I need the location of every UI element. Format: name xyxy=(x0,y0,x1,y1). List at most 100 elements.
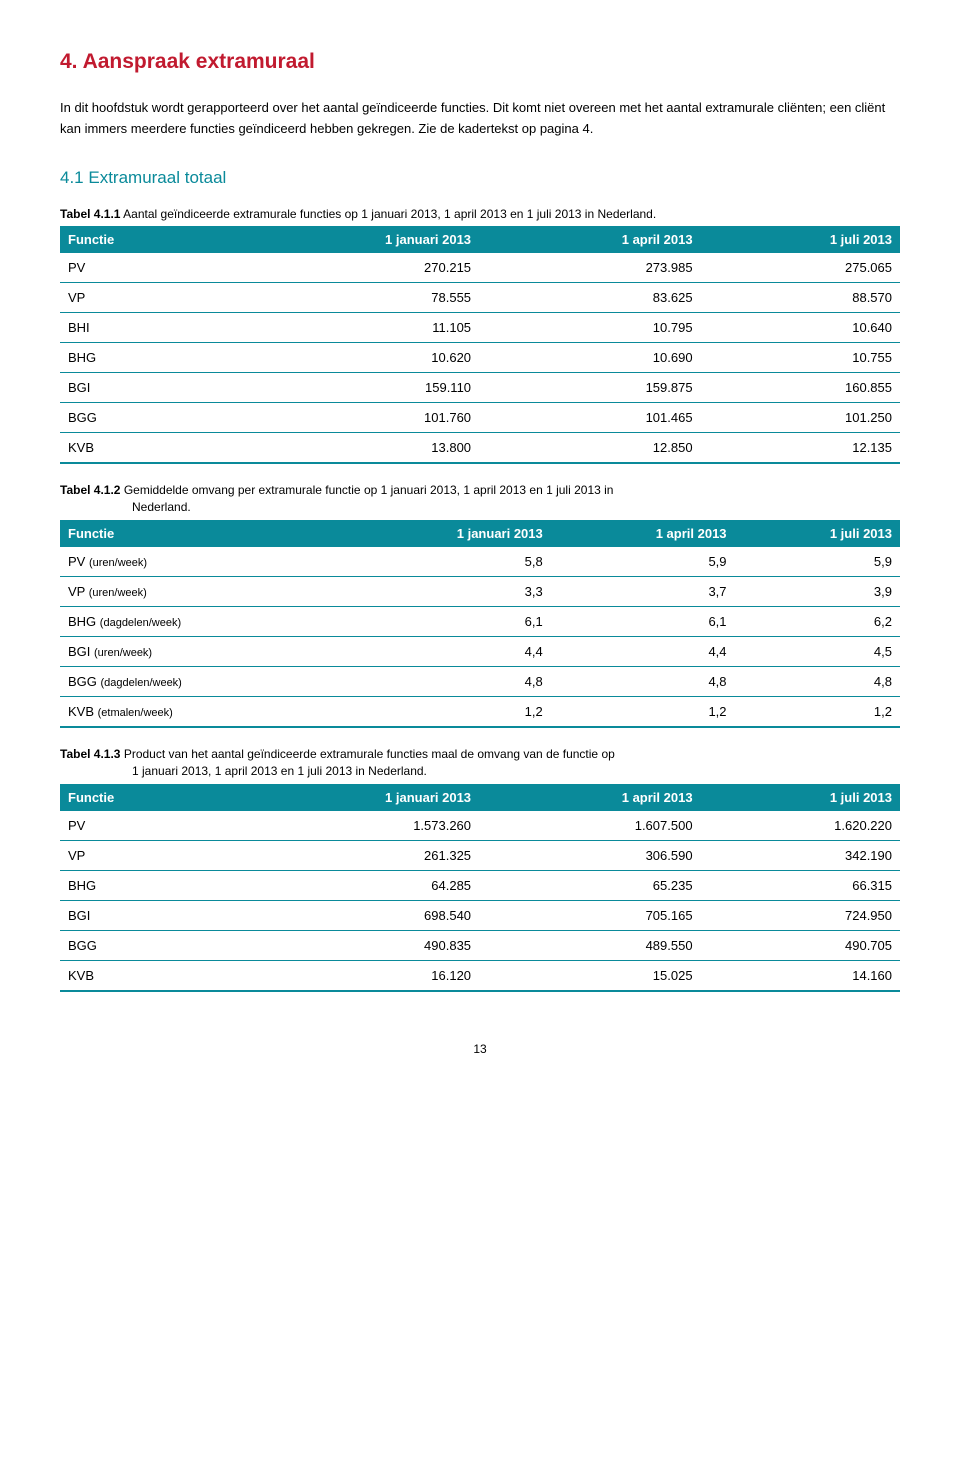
table-412: Functie 1 januari 2013 1 april 2013 1 ju… xyxy=(60,520,900,728)
caption-rest: Gemiddelde omvang per extramurale functi… xyxy=(120,483,613,497)
caption-rest: Aantal geïndiceerde extramurale functies… xyxy=(120,207,656,221)
table-cell: 14.160 xyxy=(701,960,900,991)
table-cell: 1.573.260 xyxy=(219,811,479,841)
table-row: BHI11.10510.79510.640 xyxy=(60,313,900,343)
table-cell: 88.570 xyxy=(701,283,900,313)
table-cell: BHG xyxy=(60,343,219,373)
table-cell: BHI xyxy=(60,313,219,343)
table-cell: 12.850 xyxy=(479,433,701,464)
table-cell: 4,4 xyxy=(335,636,551,666)
table-cell: 65.235 xyxy=(479,870,701,900)
table-cell: 159.110 xyxy=(219,373,479,403)
table-cell: 78.555 xyxy=(219,283,479,313)
table-cell: VP (uren/week) xyxy=(60,576,335,606)
col-header: 1 januari 2013 xyxy=(219,226,479,253)
table-cell: 160.855 xyxy=(701,373,900,403)
table-cell: 3,7 xyxy=(551,576,735,606)
table-cell: 12.135 xyxy=(701,433,900,464)
table-cell: 306.590 xyxy=(479,840,701,870)
table-cell: BGI xyxy=(60,373,219,403)
table-cell: 273.985 xyxy=(479,253,701,283)
table-cell: 490.835 xyxy=(219,930,479,960)
table-cell: 101.250 xyxy=(701,403,900,433)
table-header-row: Functie 1 januari 2013 1 april 2013 1 ju… xyxy=(60,226,900,253)
table-cell: 13.800 xyxy=(219,433,479,464)
page-title: 4. Aanspraak extramuraal xyxy=(60,50,900,74)
table-cell: 5,9 xyxy=(735,547,900,577)
table-cell: PV xyxy=(60,253,219,283)
table-cell: KVB xyxy=(60,960,219,991)
table-cell: 3,9 xyxy=(735,576,900,606)
table-cell: BGG (dagdelen/week) xyxy=(60,666,335,696)
col-header: 1 januari 2013 xyxy=(219,784,479,811)
table-cell: BGI (uren/week) xyxy=(60,636,335,666)
table-cell: 10.690 xyxy=(479,343,701,373)
col-header: Functie xyxy=(60,784,219,811)
table-cell: 490.705 xyxy=(701,930,900,960)
table-cell: 10.755 xyxy=(701,343,900,373)
table-cell: 10.795 xyxy=(479,313,701,343)
caption-lead: Tabel 4.1.1 xyxy=(60,207,120,221)
table-cell: KVB xyxy=(60,433,219,464)
page-number: 13 xyxy=(60,1042,900,1056)
table-header-row: Functie 1 januari 2013 1 april 2013 1 ju… xyxy=(60,784,900,811)
table-cell: 1,2 xyxy=(735,696,900,727)
table-cell: 1.620.220 xyxy=(701,811,900,841)
table-cell: 489.550 xyxy=(479,930,701,960)
col-header: Functie xyxy=(60,520,335,547)
table-cell: 5,8 xyxy=(335,547,551,577)
table-cell: BHG (dagdelen/week) xyxy=(60,606,335,636)
table-cell: 1.607.500 xyxy=(479,811,701,841)
intro-paragraph: In dit hoofdstuk wordt gerapporteerd ove… xyxy=(60,98,900,140)
table-cell: 4,5 xyxy=(735,636,900,666)
table-cell: 101.465 xyxy=(479,403,701,433)
table3-body: PV1.573.2601.607.5001.620.220VP261.32530… xyxy=(60,811,900,991)
table-row: BGI (uren/week)4,44,44,5 xyxy=(60,636,900,666)
table-cell: BHG xyxy=(60,870,219,900)
table-cell: 724.950 xyxy=(701,900,900,930)
table-cell: 275.065 xyxy=(701,253,900,283)
table-row: BHG10.62010.69010.755 xyxy=(60,343,900,373)
table2-body: PV (uren/week)5,85,95,9VP (uren/week)3,3… xyxy=(60,547,900,727)
col-header: 1 juli 2013 xyxy=(701,784,900,811)
table-cell: 1,2 xyxy=(335,696,551,727)
table-cell: 6,1 xyxy=(335,606,551,636)
col-header: 1 april 2013 xyxy=(479,226,701,253)
caption-sub: 1 januari 2013, 1 april 2013 en 1 juli 2… xyxy=(60,763,900,780)
table-cell: 10.620 xyxy=(219,343,479,373)
table-cell: 11.105 xyxy=(219,313,479,343)
table-cell: 1,2 xyxy=(551,696,735,727)
table-row: BGG (dagdelen/week)4,84,84,8 xyxy=(60,666,900,696)
table-cell: BGG xyxy=(60,930,219,960)
table-row: VP261.325306.590342.190 xyxy=(60,840,900,870)
table-row: BHG (dagdelen/week)6,16,16,2 xyxy=(60,606,900,636)
caption-lead: Tabel 4.1.2 xyxy=(60,483,120,497)
table-cell: 3,3 xyxy=(335,576,551,606)
col-header: 1 april 2013 xyxy=(479,784,701,811)
table-cell: VP xyxy=(60,283,219,313)
table-cell: 6,2 xyxy=(735,606,900,636)
table-row: KVB16.12015.02514.160 xyxy=(60,960,900,991)
table-row: BGI159.110159.875160.855 xyxy=(60,373,900,403)
table-cell: BGG xyxy=(60,403,219,433)
caption-sub: Nederland. xyxy=(60,499,900,516)
table-row: PV (uren/week)5,85,95,9 xyxy=(60,547,900,577)
table-row: PV270.215273.985275.065 xyxy=(60,253,900,283)
table-cell: VP xyxy=(60,840,219,870)
table-cell: 15.025 xyxy=(479,960,701,991)
table-header-row: Functie 1 januari 2013 1 april 2013 1 ju… xyxy=(60,520,900,547)
table-cell: 4,8 xyxy=(551,666,735,696)
table3-caption: Tabel 4.1.3 Product van het aantal geïnd… xyxy=(60,746,900,780)
table-cell: KVB (etmalen/week) xyxy=(60,696,335,727)
table-row: BGG490.835489.550490.705 xyxy=(60,930,900,960)
table-cell: 66.315 xyxy=(701,870,900,900)
table-cell: 83.625 xyxy=(479,283,701,313)
caption-lead: Tabel 4.1.3 xyxy=(60,747,120,761)
section-heading: 4.1 Extramuraal totaal xyxy=(60,168,900,188)
table-row: BHG64.28565.23566.315 xyxy=(60,870,900,900)
col-header: 1 januari 2013 xyxy=(335,520,551,547)
table-row: KVB13.80012.85012.135 xyxy=(60,433,900,464)
col-header: 1 april 2013 xyxy=(551,520,735,547)
table-row: KVB (etmalen/week)1,21,21,2 xyxy=(60,696,900,727)
table-cell: 6,1 xyxy=(551,606,735,636)
